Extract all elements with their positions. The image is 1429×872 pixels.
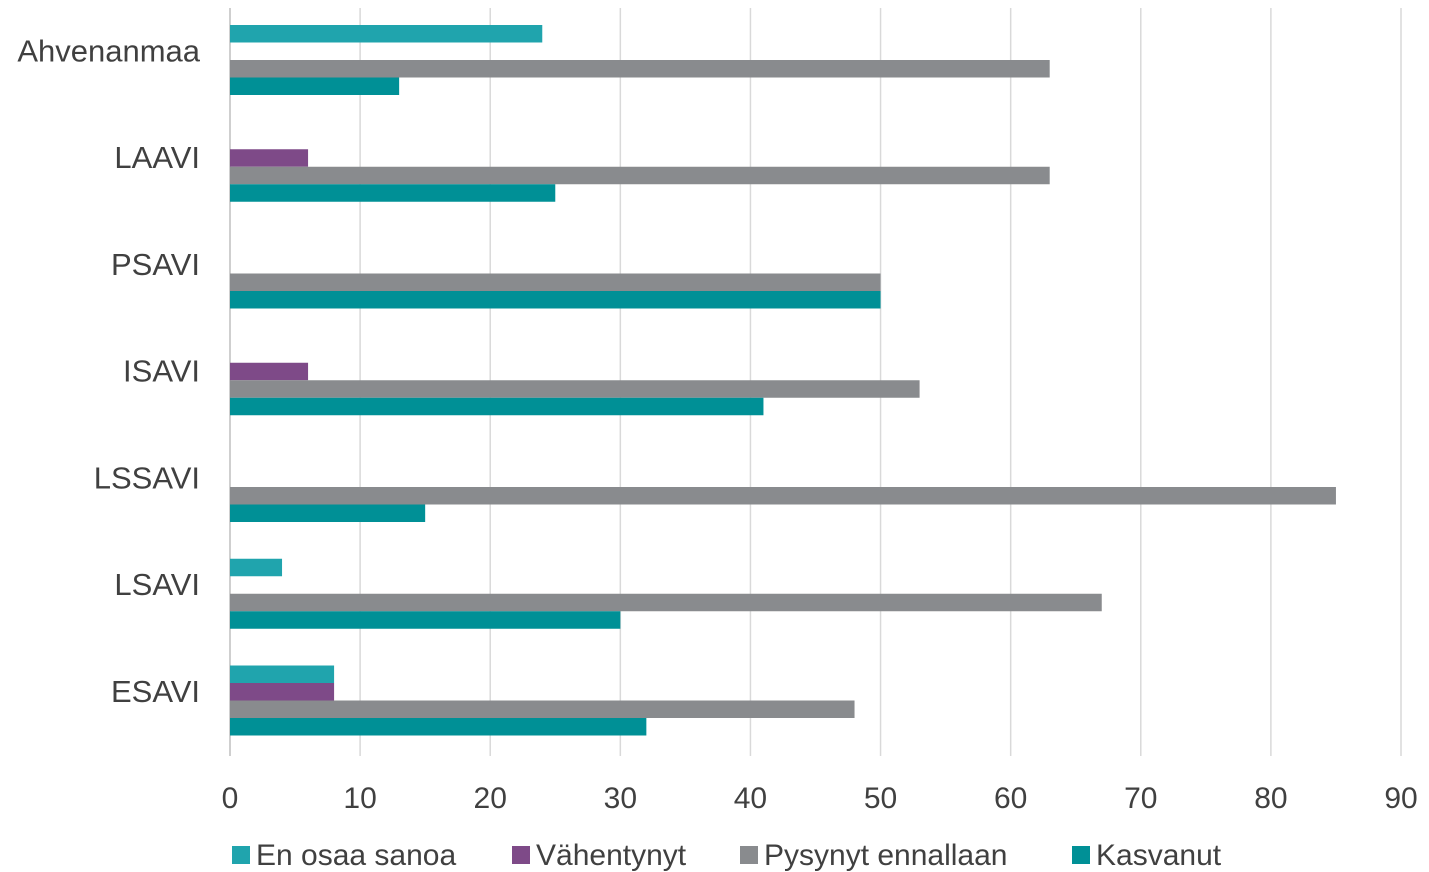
x-tick-label: 10	[343, 782, 376, 815]
x-tick-label: 50	[864, 782, 897, 815]
bar-psavi-3	[230, 291, 881, 309]
bar-esavi-3	[230, 718, 647, 736]
bar-laavi-3	[230, 184, 556, 202]
category-label: PSAVI	[111, 247, 200, 282]
x-tick-label: 70	[1124, 782, 1157, 815]
bar-lsavi-3	[230, 611, 621, 629]
bar-lssavi-2	[230, 487, 1336, 505]
bar-esavi-0	[230, 665, 335, 683]
x-tick-label: 0	[222, 782, 239, 815]
legend-swatch	[740, 846, 758, 864]
bar-ahvenanmaa-3	[230, 77, 400, 95]
legend-swatch	[232, 846, 250, 864]
bar-isavi-1	[230, 362, 309, 381]
bar-ahvenanmaa-2	[230, 60, 1050, 78]
bar-lsavi-2	[230, 593, 1102, 612]
legend-swatch	[1072, 846, 1090, 864]
x-tick-label: 80	[1254, 782, 1287, 815]
category-label: LAAVI	[114, 140, 200, 175]
legend-label: En osaa sanoa	[256, 839, 456, 872]
x-tick-labels: 0 10 20 30 40 50 60 70 80 90	[222, 782, 1418, 815]
category-label: ESAVI	[111, 674, 200, 709]
bar-lssavi-3	[230, 504, 426, 522]
legend: En osaa sanoa Vähentynyt Pysynyt ennallaan…	[232, 839, 1222, 872]
legend-label: Vähentynyt	[536, 839, 687, 872]
bars	[230, 25, 1336, 736]
bar-psavi-2	[230, 273, 881, 291]
legend-label: Kasvanut	[1096, 839, 1222, 872]
legend-swatch	[512, 846, 530, 864]
category-label: Ahvenanmaa	[17, 33, 200, 68]
legend-label: Pysynyt ennallaan	[764, 839, 1008, 872]
category-label: LSAVI	[114, 567, 200, 602]
category-label: LSSAVI	[94, 460, 200, 495]
category-label: ISAVI	[123, 354, 200, 389]
bar-ahvenanmaa-0	[230, 25, 543, 43]
x-tick-label: 90	[1384, 782, 1417, 815]
bar-laavi-1	[230, 149, 309, 167]
category-labels: Ahvenanmaa LAAVI PSAVI ISAVI LSSAVI LSAVI ESAV…	[17, 33, 200, 709]
x-tick-label: 20	[474, 782, 507, 815]
bar-esavi-1	[230, 683, 335, 701]
bar-isavi-3	[230, 397, 764, 416]
bar-laavi-2	[230, 166, 1050, 185]
x-tick-label: 30	[604, 782, 637, 815]
x-tick-label: 60	[994, 782, 1027, 815]
x-tick-label: 40	[734, 782, 767, 815]
bar-lsavi-0	[230, 558, 283, 577]
bar-esavi-2	[230, 700, 855, 718]
bar-isavi-2	[230, 380, 920, 398]
